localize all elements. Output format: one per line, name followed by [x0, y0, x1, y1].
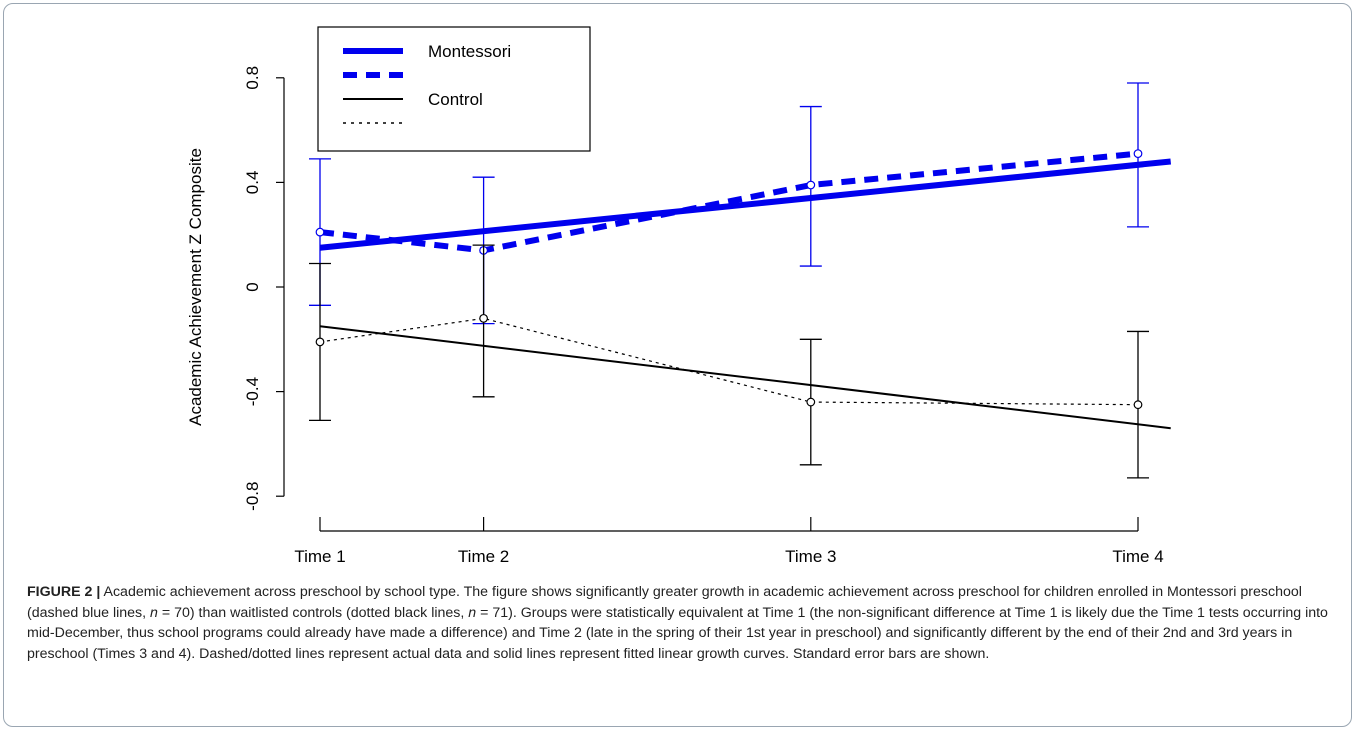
fitted-line-control [319, 325, 1171, 430]
y-axis-label: Academic Achievement Z Composite [186, 148, 205, 426]
legend-label: Control [428, 90, 483, 109]
caption-n-symbol-1: n [150, 604, 158, 621]
figure-frame [3, 3, 1352, 727]
y-tick-label: 0.4 [243, 171, 262, 195]
figure-label: FIGURE 2 | [27, 584, 101, 600]
legend-box [317, 26, 591, 152]
x-tick-label: Time 2 [458, 547, 509, 566]
y-tick-label: 0.8 [243, 66, 262, 90]
data-point-control [806, 397, 816, 407]
legend-label: Montessori [428, 42, 511, 61]
y-tick-label: 0 [243, 282, 262, 291]
data-point-control [315, 337, 325, 347]
x-tick-label: Time 1 [294, 547, 345, 566]
observed-line-control [319, 317, 1139, 406]
x-tick-label: Time 3 [785, 547, 836, 566]
data-point-montessori [315, 227, 325, 237]
y-tick-label: -0.8 [243, 482, 262, 511]
data-point-montessori [806, 180, 816, 190]
data-point-control [479, 313, 489, 323]
line-chart: -0.8 -0.4 0 0.4 0.8 Academic Achievement Z Co… [186, 26, 1172, 566]
fitted-line-montessori [319, 158, 1172, 251]
observed-line-montessori [319, 150, 1139, 254]
data-point-control [1133, 400, 1143, 410]
x-tick-label: Time 4 [1112, 547, 1163, 566]
caption-n-symbol-2: n [468, 604, 477, 621]
caption-text-3: = 71). Groups were statistically equival… [27, 604, 1328, 662]
y-tick-label: -0.4 [243, 377, 262, 406]
figure-caption: FIGURE 2 | Academic achievement across p… [27, 582, 1337, 664]
caption-text-1: Academic achievement across preschool by… [27, 584, 1302, 621]
caption-text-2: = 70) than waitlisted controls (dotted b… [157, 604, 469, 621]
data-point-montessori [1133, 149, 1143, 159]
